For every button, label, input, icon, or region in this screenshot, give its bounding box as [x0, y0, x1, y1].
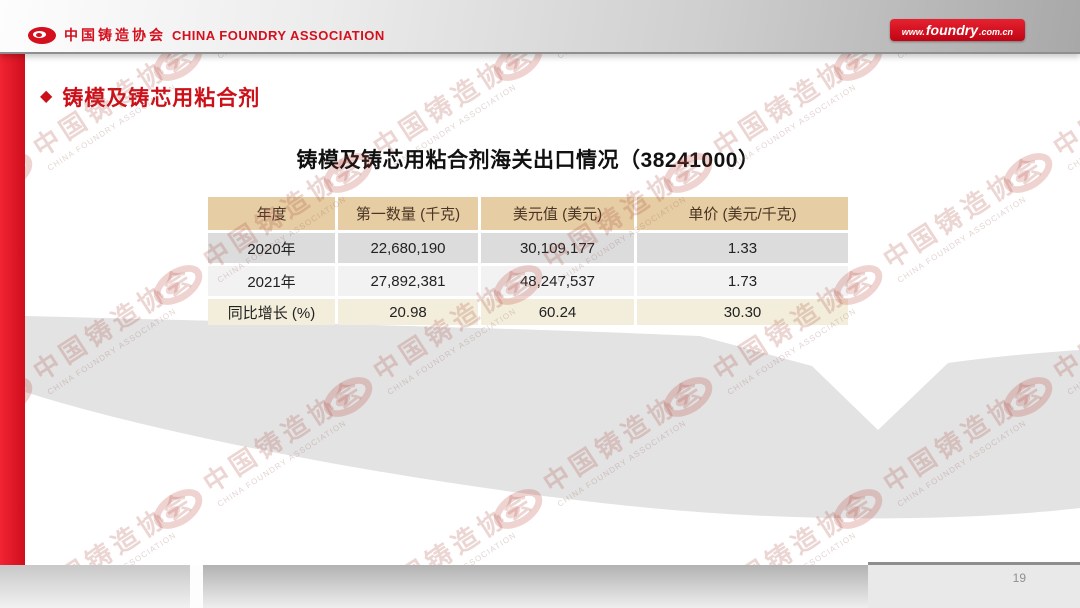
footer-strip: 19: [0, 562, 1080, 608]
table-title: 铸模及铸芯用粘合剂海关出口情况（38241000）: [296, 149, 760, 172]
cell-yoy-unit-price: 30.30: [637, 299, 848, 325]
org-name-en: CHINA FOUNDRY ASSOCIATION: [172, 28, 385, 43]
cell-quantity-2020: 22,680,190: [338, 233, 478, 263]
cell-yoy-usd-value: 60.24: [481, 299, 634, 325]
cell-usd-value-2020: 30,109,177: [481, 233, 634, 263]
col-header-year: 年度: [208, 197, 335, 230]
col-header-usd-value: 美元值 (美元): [481, 197, 634, 230]
website-main: foundry: [925, 22, 978, 38]
cell-quantity-2021: 27,892,381: [338, 266, 478, 296]
red-side-bar: [0, 54, 25, 565]
section-heading: ◆ 铸模及铸芯用粘合剂: [40, 82, 260, 112]
cfa-oval-logo-icon: [28, 26, 56, 44]
cell-yoy-quantity: 20.98: [338, 299, 478, 325]
website-badge[interactable]: www. foundry .com.cn: [889, 19, 1025, 41]
website-prefix: www.: [901, 27, 925, 37]
export-data-table: 年度 第一数量 (千克) 美元值 (美元) 单价 (美元/千克) 2020年 2…: [208, 197, 848, 325]
footer-panel-right: 19: [868, 562, 1080, 608]
cell-yoy-label: 同比增长 (%): [208, 299, 335, 325]
org-name: 中国铸造协会 CHINA FOUNDRY ASSOCIATION: [64, 25, 385, 45]
page-number: 19: [1012, 571, 1026, 585]
cell-year-2020: 2020年: [208, 233, 335, 263]
cell-year-2021: 2021年: [208, 266, 335, 296]
org-name-cn: 中国铸造协会: [64, 27, 166, 43]
cell-unit-price-2021: 1.73: [637, 266, 848, 296]
col-header-unit-price: 单价 (美元/千克): [637, 197, 848, 230]
diamond-bullet-icon: ◆: [40, 88, 53, 105]
cell-unit-price-2020: 1.33: [637, 233, 848, 263]
association-logo: 中国铸造协会 CHINA FOUNDRY ASSOCIATION: [28, 25, 385, 45]
header-band: 中国铸造协会 CHINA FOUNDRY ASSOCIATION www. foun…: [0, 0, 1080, 54]
footer-gradient-left: [0, 565, 190, 608]
section-title: 铸模及铸芯用粘合剂: [62, 87, 261, 110]
col-header-quantity: 第一数量 (千克): [338, 197, 478, 230]
footer-white-notch: [190, 565, 203, 608]
cell-usd-value-2021: 48,247,537: [481, 266, 634, 296]
website-suffix: .com.cn: [978, 27, 1013, 37]
